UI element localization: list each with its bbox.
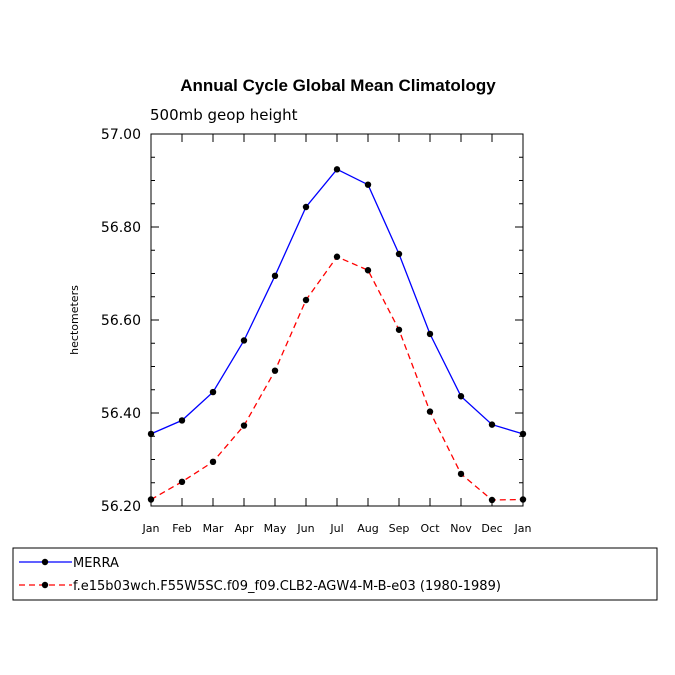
y-tick-label: 56.20 xyxy=(101,499,141,515)
data-point xyxy=(302,296,310,304)
data-point xyxy=(333,253,341,260)
data-point xyxy=(147,496,155,503)
data-point xyxy=(178,478,186,486)
y-axis: 56.20 56.40 56.60 56.80 57.00 xyxy=(101,127,523,515)
series-line-2 xyxy=(150,255,524,501)
x-tick-label: Mar xyxy=(203,522,224,535)
x-tick-label: Aug xyxy=(357,522,378,535)
legend-box xyxy=(12,547,658,601)
data-point xyxy=(457,470,465,478)
x-tick-label: Feb xyxy=(172,522,191,535)
data-point xyxy=(519,430,527,438)
y-tick-label: 56.80 xyxy=(101,220,141,236)
x-tick-label: Jan xyxy=(142,522,160,535)
data-point xyxy=(488,421,496,428)
data-point xyxy=(395,326,403,333)
data-point xyxy=(488,496,496,504)
plot-border xyxy=(150,133,524,507)
data-point xyxy=(240,422,248,429)
data-point xyxy=(147,430,155,438)
data-point xyxy=(302,203,310,211)
series-line-1 xyxy=(150,168,524,435)
data-point xyxy=(209,388,217,396)
data-point xyxy=(333,166,341,173)
legend-label: f.e15b03wch.F55W5SC.f09_f09.CLB2-AGW4-M-… xyxy=(73,579,501,594)
data-point xyxy=(240,337,248,344)
data-point xyxy=(457,393,465,400)
legend: MERRA f.e15b03wch.F55W5SC.f09_f09.CLB2-AG… xyxy=(12,547,658,601)
data-point xyxy=(364,181,372,188)
y-axis-label: hectometers xyxy=(68,285,81,355)
plot-frame xyxy=(150,133,524,507)
y-tick-label: 56.40 xyxy=(101,406,141,422)
x-tick-label: Jan xyxy=(514,522,532,535)
x-tick-label: Jun xyxy=(296,522,314,535)
data-point xyxy=(178,417,186,424)
legend-label: MERRA xyxy=(73,556,119,571)
legend-marker xyxy=(41,581,49,589)
y-tick-label: 56.60 xyxy=(101,313,141,329)
legend-marker xyxy=(41,558,49,566)
x-tick-label: Nov xyxy=(450,522,472,535)
x-tick-label: Oct xyxy=(420,522,440,535)
data-point xyxy=(519,496,527,503)
chart-subtitle: 500mb geop height xyxy=(150,106,298,124)
x-axis: Jan Feb Mar Apr May Jun Jul Aug Sep Oct Nov Dec Jan xyxy=(142,134,532,535)
data-point xyxy=(209,458,217,466)
data-point xyxy=(364,267,372,274)
series-group xyxy=(147,166,527,504)
data-point xyxy=(271,367,279,374)
data-point xyxy=(426,408,434,415)
chart-title: Annual Cycle Global Mean Climatology xyxy=(180,76,496,95)
data-point xyxy=(426,330,434,338)
x-tick-label: Jul xyxy=(329,522,343,535)
x-tick-label: Sep xyxy=(389,522,410,535)
y-tick-label: 57.00 xyxy=(101,127,141,143)
x-tick-label: Apr xyxy=(234,522,254,535)
data-point xyxy=(395,250,403,258)
x-tick-label: Dec xyxy=(481,522,502,535)
data-point xyxy=(271,272,279,280)
x-tick-label: May xyxy=(264,522,287,535)
